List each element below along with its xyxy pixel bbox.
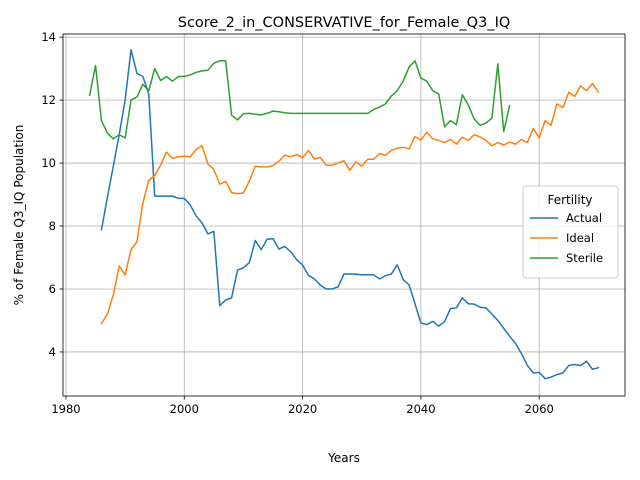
series-lines: [88, 48, 600, 380]
x-tick-label: 2060: [525, 402, 554, 416]
legend-box: [522, 185, 619, 279]
legend-label-ideal: Ideal: [566, 231, 594, 245]
x-tick-label: 2000: [170, 402, 199, 416]
legend-label-actual: Actual: [566, 211, 602, 225]
x-tick-label: 2040: [406, 402, 435, 416]
legend-title: Fertility: [547, 193, 592, 207]
x-axis-label: Years: [327, 451, 360, 465]
y-tick-label: 6: [49, 282, 56, 296]
chart-title: Score_2_in_CONSERVATIVE_for_Female_Q3_IQ: [178, 15, 511, 31]
y-tick-label: 14: [41, 30, 56, 44]
y-axis-label: % of Female Q3_IQ Population: [12, 125, 26, 306]
y-tick-label: 4: [49, 345, 56, 359]
x-tick-label: 1980: [51, 402, 80, 416]
legend-items: Actual Ideal Sterile: [530, 211, 603, 265]
series-line-ideal: [100, 82, 600, 325]
series-line-actual: [100, 48, 600, 380]
y-tick-label: 12: [41, 93, 56, 107]
grid-lines: [63, 34, 625, 396]
series-line-sterile: [88, 60, 511, 140]
legend: Fertility Actual Ideal Sterile: [522, 185, 619, 279]
y-tick-label: 8: [49, 219, 56, 233]
plot-frame: [62, 33, 626, 397]
legend-label-sterile: Sterile: [566, 251, 603, 265]
x-tick-label: 2020: [288, 402, 317, 416]
y-tick-label: 10: [41, 156, 56, 170]
axis-ticks: 1980 2000 2020 2040 2060 4 6 8 10 12 14: [41, 30, 554, 416]
